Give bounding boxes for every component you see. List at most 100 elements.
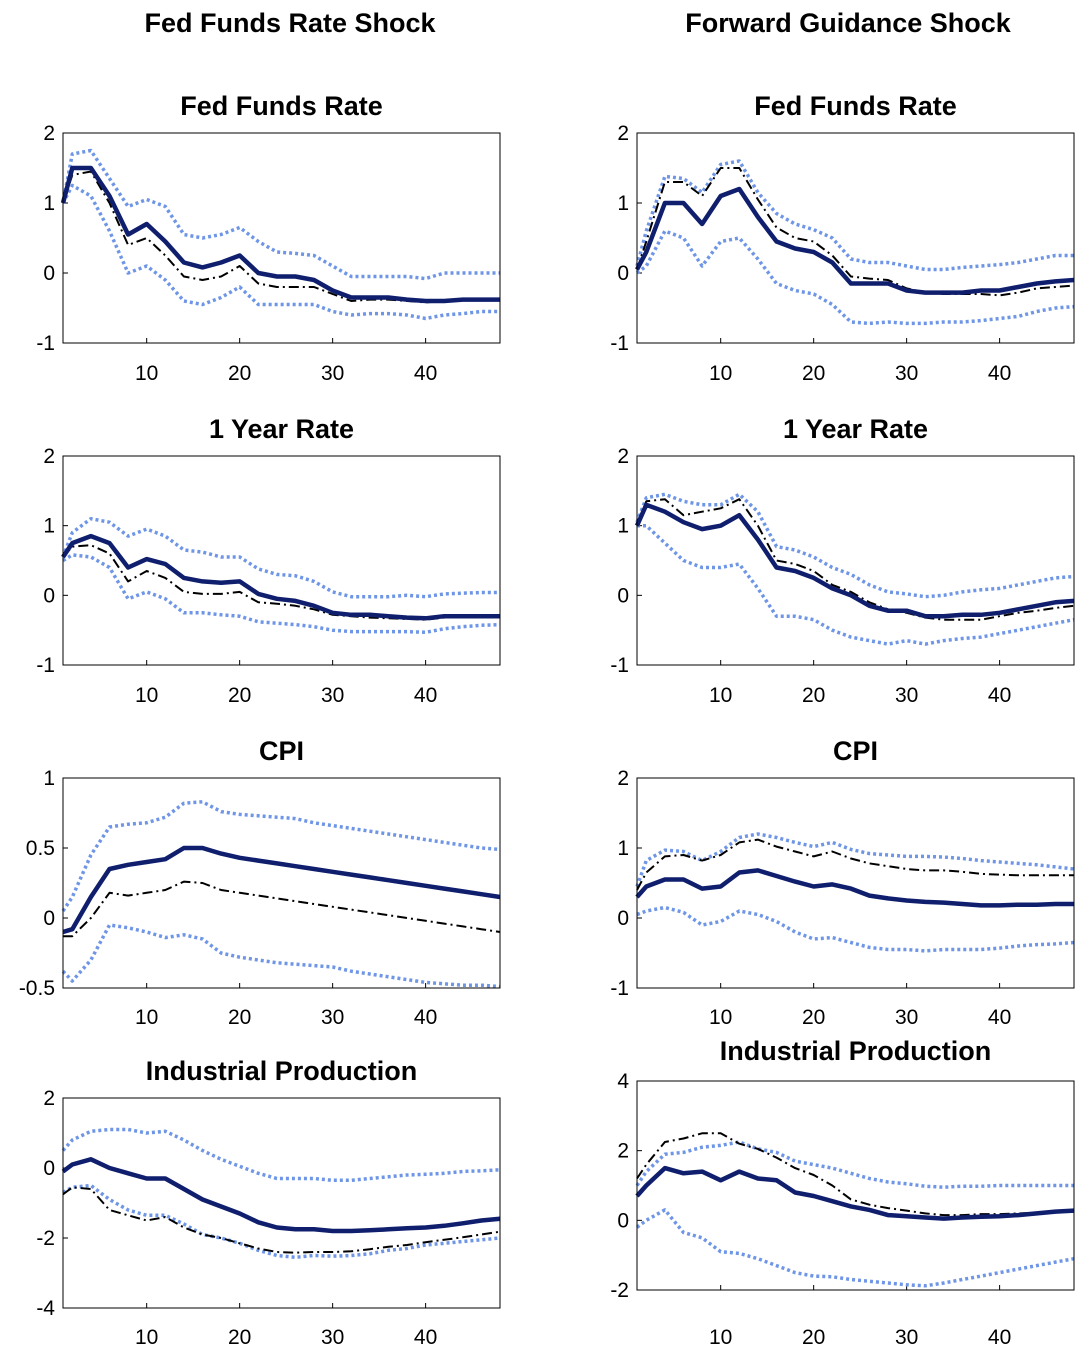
series-line: [61, 1157, 501, 1234]
y-tick-label: 1: [43, 192, 55, 215]
series-line: [635, 1208, 1075, 1288]
y-tick-label: -1: [36, 332, 55, 355]
y-tick-label: 1: [43, 767, 55, 790]
series-line: [62, 845, 501, 935]
y-tick-label: -1: [36, 654, 55, 677]
x-tick-label: 10: [709, 1326, 732, 1349]
series-line: [62, 1183, 501, 1260]
series-line: [62, 544, 500, 621]
y-tick-label: 1: [617, 515, 629, 538]
x-tick-label: 30: [895, 684, 918, 707]
x-tick-label: 40: [414, 1326, 437, 1349]
x-tick-label: 20: [228, 1006, 251, 1029]
y-tick-label: 4: [617, 1070, 629, 1093]
y-tick-label: 2: [617, 122, 629, 145]
x-tick-label: 40: [414, 1006, 437, 1029]
chart-title: 1 Year Rate: [783, 414, 928, 444]
y-tick-label: 0: [617, 907, 629, 930]
series-line: [62, 170, 500, 304]
y-tick-label: -1: [610, 332, 629, 355]
series-line: [61, 183, 500, 321]
series-line: [60, 165, 500, 304]
x-tick-label: 10: [135, 362, 158, 385]
y-tick-label: 0: [43, 262, 55, 285]
x-tick-label: 30: [895, 1326, 918, 1349]
series-line: [635, 868, 1074, 908]
x-tick-label: 40: [414, 362, 437, 385]
series-line: [636, 905, 1075, 953]
y-tick-label: 1: [617, 192, 629, 215]
y-tick-label: -4: [36, 1297, 55, 1320]
y-tick-label: 1: [43, 515, 55, 538]
series-line: [635, 832, 1075, 888]
y-tick-label: 2: [43, 445, 55, 468]
x-tick-label: 20: [228, 362, 251, 385]
y-tick-label: 0: [617, 1209, 629, 1232]
x-tick-label: 20: [802, 362, 825, 385]
y-tick-label: 2: [617, 767, 629, 790]
chart-title: Industrial Production: [146, 1056, 418, 1086]
axes-frame: [62, 132, 501, 344]
y-tick-label: 2: [43, 1087, 55, 1110]
x-tick-label: 20: [802, 1006, 825, 1029]
x-tick-label: 30: [321, 362, 344, 385]
y-tick-label: 0: [43, 1157, 55, 1180]
series-line: [63, 880, 501, 938]
x-tick-label: 40: [414, 684, 437, 707]
series-line: [635, 186, 1075, 295]
x-tick-label: 20: [802, 1326, 825, 1349]
series-line: [61, 1127, 501, 1183]
x-tick-label: 30: [321, 684, 344, 707]
series-line: [637, 523, 1075, 646]
x-tick-label: 20: [228, 684, 251, 707]
x-tick-label: 30: [895, 1006, 918, 1029]
y-tick-label: 0: [43, 907, 55, 930]
column-title: Fed Funds Rate Shock: [144, 8, 436, 38]
series-line: [61, 923, 501, 989]
chart-title: Fed Funds Rate: [180, 91, 383, 121]
chart-title: CPI: [259, 736, 304, 766]
series-line: [636, 167, 1075, 297]
series-line: [636, 498, 1075, 621]
y-tick-label: -2: [36, 1227, 55, 1250]
column-title: Forward Guidance Shock: [685, 8, 1012, 38]
x-tick-label: 10: [709, 362, 732, 385]
y-tick-label: 2: [617, 1140, 629, 1163]
x-tick-label: 40: [988, 684, 1011, 707]
x-tick-label: 40: [988, 1006, 1011, 1029]
x-tick-label: 10: [135, 684, 158, 707]
y-tick-label: -1: [610, 977, 629, 1000]
series-line: [61, 516, 500, 599]
x-tick-label: 30: [895, 362, 918, 385]
axes-frame: [636, 132, 1075, 344]
y-tick-label: 0: [617, 584, 629, 607]
series-line: [61, 800, 501, 912]
x-tick-label: 10: [709, 1006, 732, 1029]
series-line: [61, 148, 500, 281]
series-line: [634, 502, 1075, 619]
y-tick-label: 1: [617, 837, 629, 860]
series-line: [62, 1186, 501, 1254]
y-tick-label: -0.5: [19, 977, 55, 1000]
y-tick-label: 0: [43, 584, 55, 607]
series-line: [635, 159, 1074, 272]
axes-frame: [636, 777, 1075, 989]
axes-frame: [62, 455, 501, 666]
x-tick-label: 10: [135, 1006, 158, 1029]
chart-title: Fed Funds Rate: [754, 91, 957, 121]
series-line: [635, 492, 1075, 599]
x-tick-label: 30: [321, 1326, 344, 1349]
x-tick-label: 10: [135, 1326, 158, 1349]
series-line: [635, 1165, 1075, 1221]
y-tick-label: 2: [43, 122, 55, 145]
y-tick-label: 0: [617, 262, 629, 285]
x-tick-label: 30: [321, 1006, 344, 1029]
y-tick-label: -1: [610, 654, 629, 677]
axes-frame: [62, 1097, 501, 1309]
x-tick-label: 20: [228, 1326, 251, 1349]
series-line: [635, 1140, 1074, 1189]
axes-frame: [62, 777, 501, 989]
x-tick-label: 10: [709, 684, 732, 707]
chart-title: Industrial Production: [720, 1036, 992, 1066]
